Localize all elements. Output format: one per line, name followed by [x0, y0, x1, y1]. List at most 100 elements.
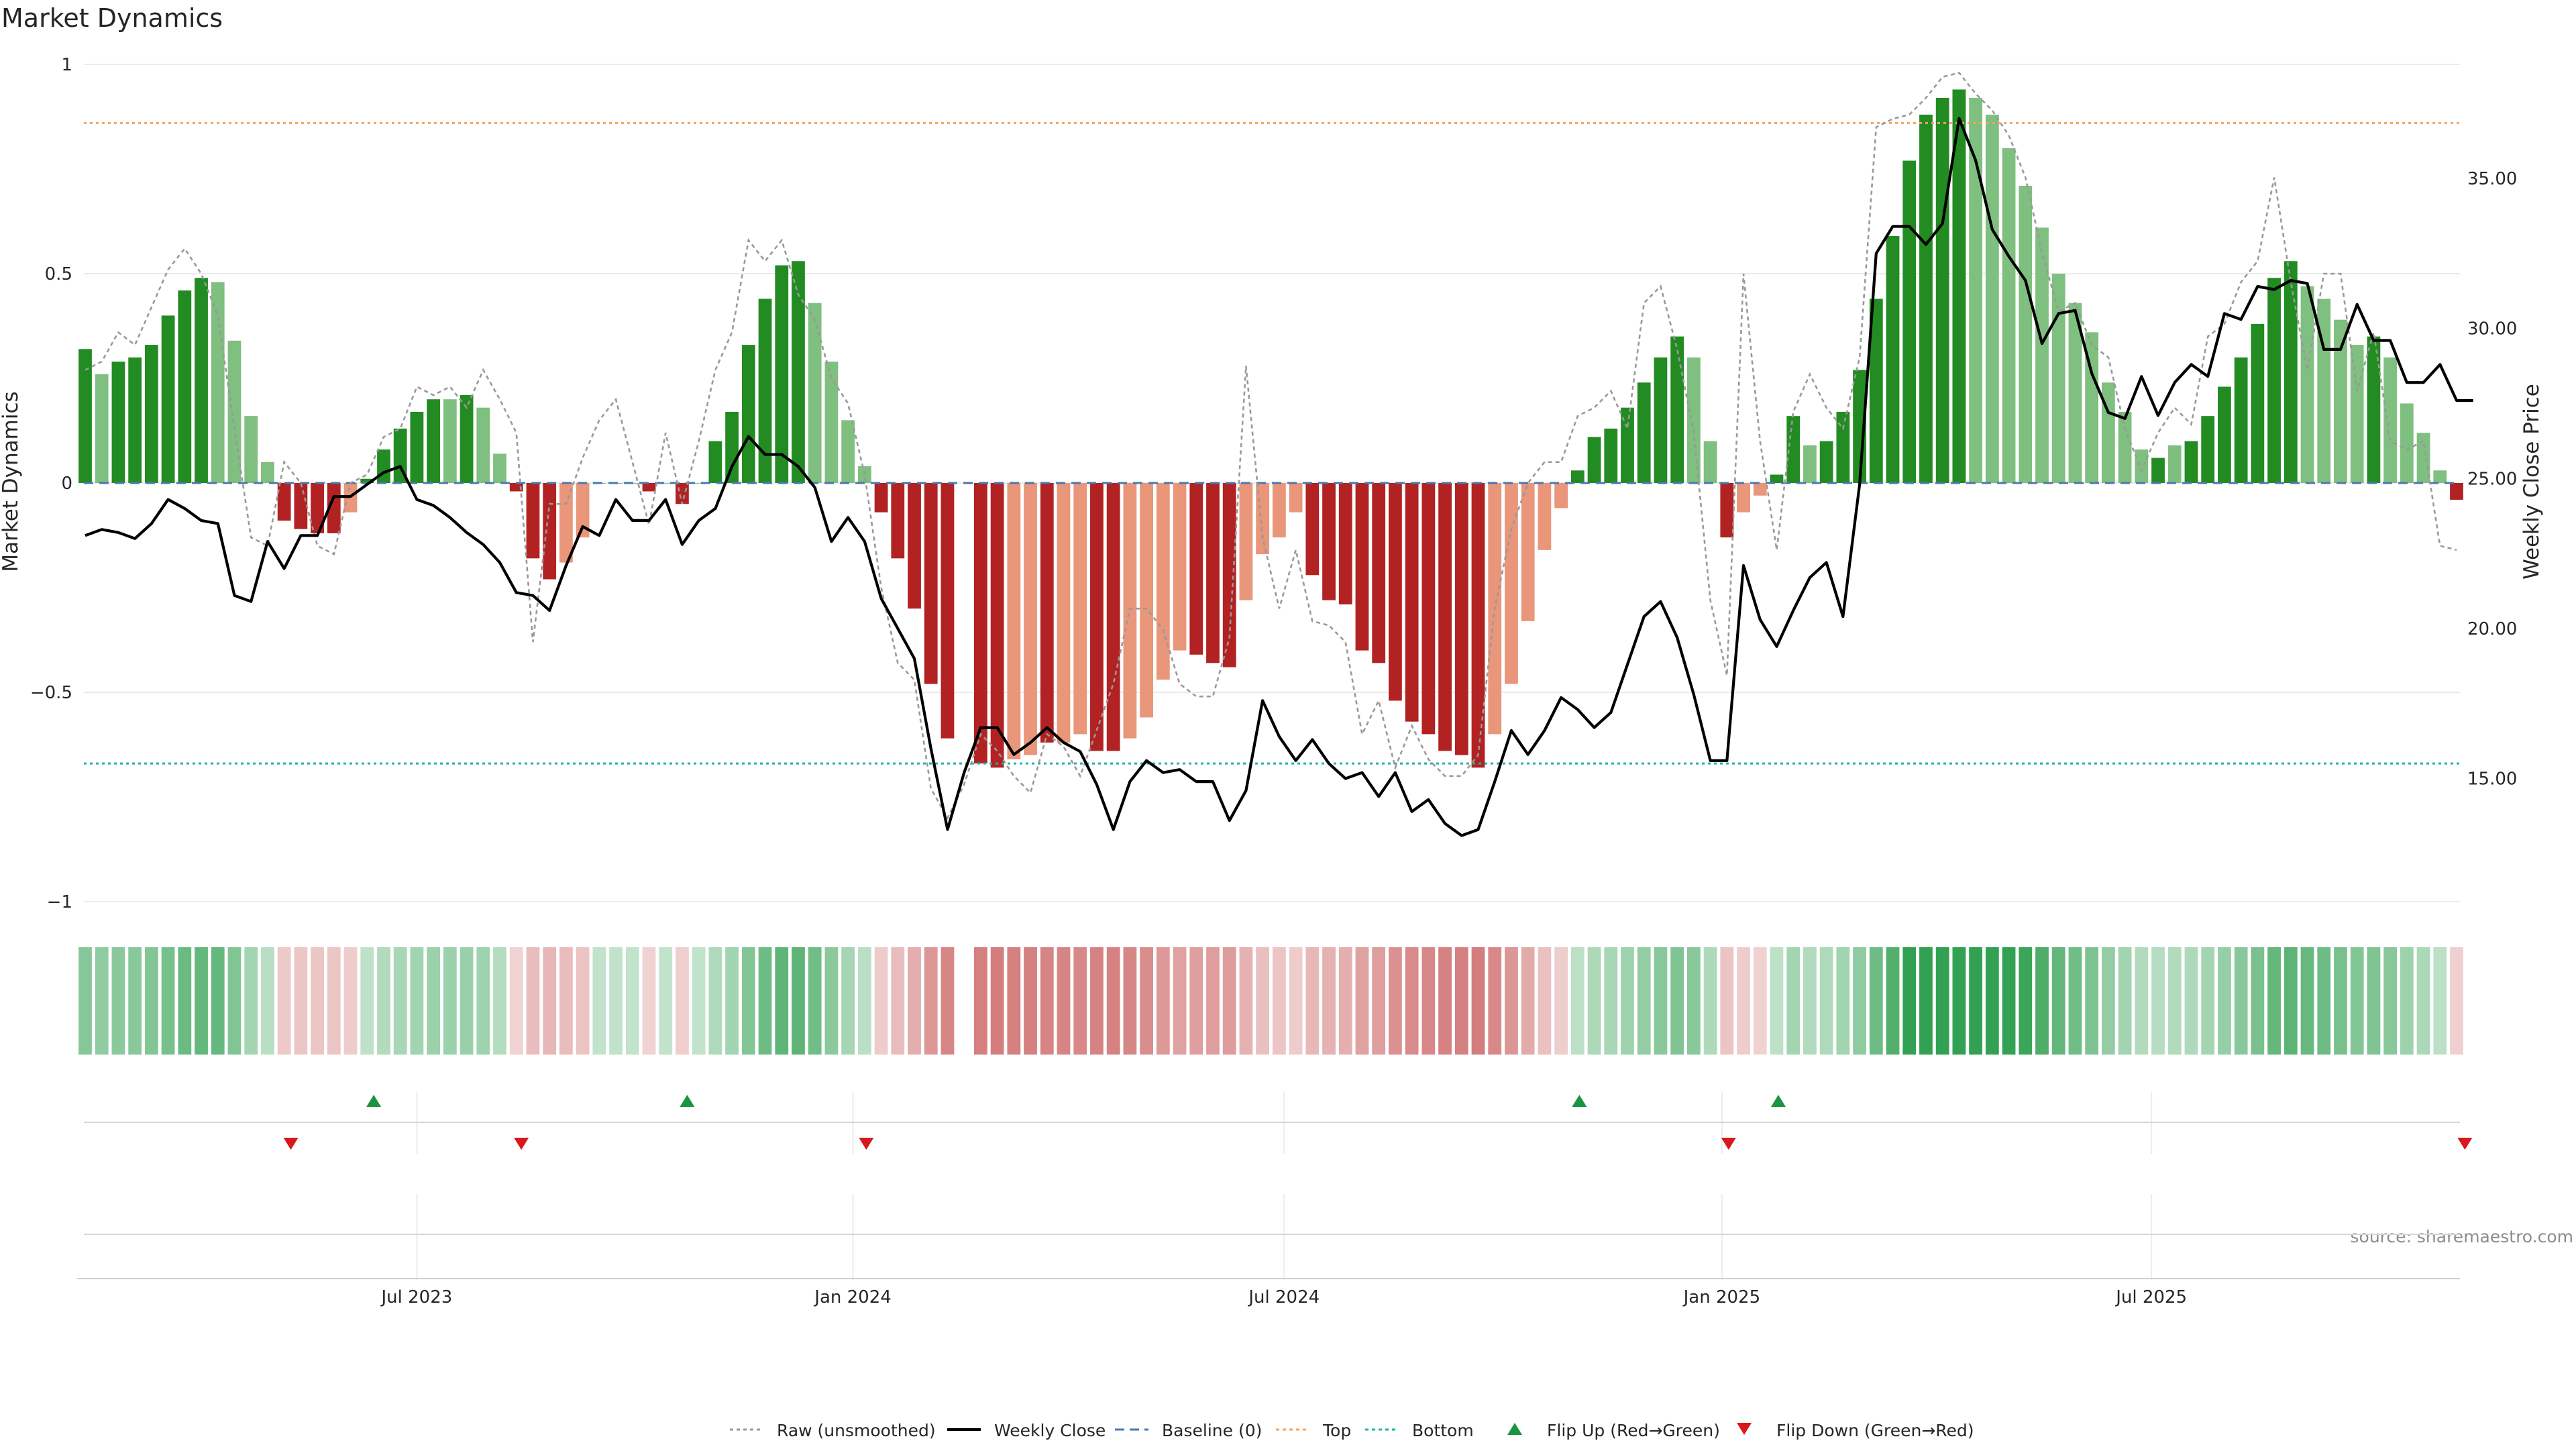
- regime-cell: [990, 947, 1004, 1055]
- regime-cell: [1554, 947, 1568, 1055]
- dynamics-bar: [1587, 437, 1601, 483]
- dynamics-bar: [178, 290, 192, 483]
- flip-up-marker: [1770, 1095, 1786, 1107]
- y-tick-left-2: 0: [61, 474, 72, 494]
- dynamics-bar: [2218, 386, 2231, 483]
- regime-cell: [2234, 947, 2248, 1055]
- dynamics-bar: [692, 483, 706, 484]
- regime-strip: [78, 947, 2463, 1055]
- dynamics-bar: [1305, 483, 1320, 576]
- legend: Raw (unsmoothed) Weekly Close Baseline (0)…: [730, 1421, 1974, 1440]
- regime-cell: [1173, 947, 1187, 1055]
- flip-up-marker: [680, 1095, 695, 1107]
- legend-item-2: Baseline (0): [1115, 1421, 1262, 1440]
- legend-label: Flip Up (Red→Green): [1547, 1421, 1720, 1440]
- x-tick-3: Jan 2025: [1682, 1287, 1761, 1307]
- flip-down-marker: [2457, 1138, 2473, 1150]
- regime-cell: [427, 947, 441, 1055]
- dynamics-bar: [211, 282, 225, 483]
- y-tick-left-4: −1: [47, 892, 72, 912]
- regime-cell: [1421, 947, 1436, 1055]
- regime-cell: [343, 947, 358, 1055]
- dynamics-bar: [1405, 483, 1419, 722]
- dynamics-bar: [2334, 319, 2347, 483]
- dynamics-bar: [1902, 160, 1917, 483]
- regime-cell: [2184, 947, 2198, 1055]
- dynamics-bar: [1836, 411, 1850, 483]
- dynamics-bar: [1604, 428, 1618, 483]
- regime-cell: [1471, 947, 1485, 1055]
- legend-item-4: Bottom: [1365, 1421, 1474, 1440]
- dynamics-bar: [2035, 227, 2049, 483]
- dynamics-bar: [1686, 357, 1701, 483]
- regime-cell: [2218, 947, 2231, 1055]
- dynamics-bar: [2267, 278, 2281, 483]
- regime-cell: [1090, 947, 1104, 1055]
- dynamics-bar: [261, 462, 274, 483]
- dynamics-bar: [1057, 483, 1071, 743]
- regime-cell: [1919, 947, 1933, 1055]
- dynamics-bar: [443, 399, 457, 483]
- dynamics-bar: [1322, 483, 1336, 600]
- regime-cell: [2400, 947, 2414, 1055]
- regime-cell: [1222, 947, 1236, 1055]
- weekly-close-line: [85, 117, 2473, 837]
- regime-cell: [1570, 947, 1585, 1055]
- regime-cell: [792, 947, 805, 1055]
- regime-cell: [576, 947, 590, 1055]
- regime-cell: [1985, 947, 1999, 1055]
- regime-cell: [2251, 947, 2265, 1055]
- y-tick-right-4: 15.00: [2467, 769, 2517, 790]
- legend-label: Bottom: [1412, 1421, 1474, 1440]
- dynamics-bar: [1471, 483, 1485, 768]
- dynamics-bar: [1919, 114, 1933, 483]
- grid-layer: [84, 64, 2460, 1280]
- regime-cell: [128, 947, 142, 1055]
- dynamics-bar: [2002, 148, 2016, 484]
- regime-cell: [78, 947, 92, 1055]
- regime-cell: [2068, 947, 2082, 1055]
- dynamics-bar: [1140, 483, 1153, 718]
- dynamics-bar: [2450, 483, 2463, 500]
- dynamics-bar: [1040, 483, 1054, 743]
- y-tick-right-0: 35.00: [2467, 169, 2517, 189]
- dynamics-bar: [824, 362, 839, 483]
- regime-cell: [543, 947, 557, 1055]
- dynamics-bar: [1985, 114, 1999, 483]
- dynamics-bar: [1720, 483, 1734, 538]
- dynamics-bar: [111, 362, 125, 483]
- dynamics-bar: [941, 483, 955, 739]
- y-tick-left-0: 1: [61, 55, 72, 75]
- dynamics-bar: [924, 483, 938, 684]
- regime-cell: [227, 947, 241, 1055]
- dynamics-bar: [2085, 332, 2099, 483]
- dynamics-bar: [161, 315, 175, 483]
- regime-cell: [824, 947, 839, 1055]
- y-tick-left-3: −0.5: [30, 683, 72, 703]
- dynamics-bar: [543, 483, 557, 580]
- dynamics-bar: [1886, 235, 1900, 483]
- dynamics-bar: [1389, 483, 1402, 701]
- regime-cell: [1289, 947, 1303, 1055]
- regime-cell: [393, 947, 407, 1055]
- dynamics-bar: [1372, 483, 1386, 663]
- regime-cell: [2267, 947, 2281, 1055]
- dynamics-bar: [128, 357, 142, 483]
- axes-layer: 1 0.5 0 −0.5 −1 35.00 30.00 25.00 20.00 15.00 Jul …: [30, 55, 2518, 1307]
- dynamics-bar: [2284, 261, 2298, 483]
- legend-label: Raw (unsmoothed): [777, 1421, 936, 1440]
- regime-cell: [1372, 947, 1386, 1055]
- regime-cell: [526, 947, 540, 1055]
- y-tick-right-1: 30.00: [2467, 319, 2517, 339]
- regime-cell: [592, 947, 606, 1055]
- dynamics-bar: [792, 261, 805, 483]
- dynamics-bar: [294, 483, 308, 529]
- dynamics-bar: [1173, 483, 1187, 651]
- dynamics-bar: [1024, 483, 1037, 755]
- dynamics-bar: [2400, 403, 2414, 483]
- dynamics-bar: [1654, 357, 1668, 483]
- regime-cell: [692, 947, 706, 1055]
- dynamics-bar: [974, 483, 987, 764]
